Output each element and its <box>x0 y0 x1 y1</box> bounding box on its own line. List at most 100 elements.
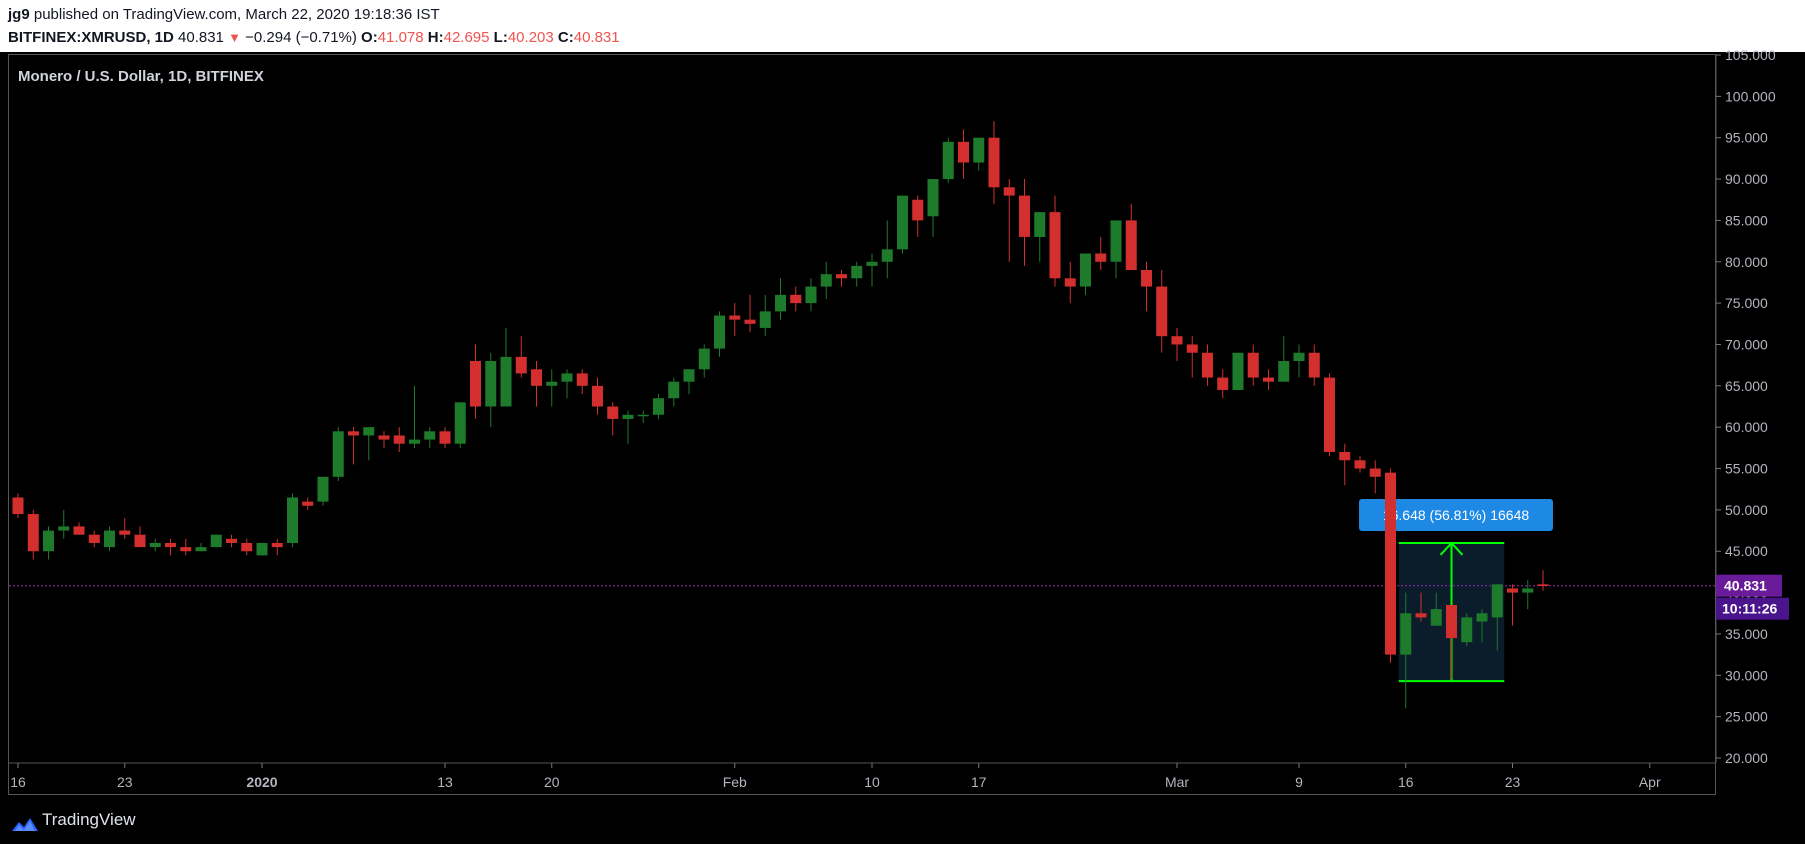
candle-body[interactable] <box>698 348 710 370</box>
candle-body[interactable] <box>1156 286 1168 337</box>
candle-body[interactable] <box>165 542 176 548</box>
candle-body[interactable] <box>104 530 115 548</box>
candle-body[interactable] <box>317 476 329 502</box>
candle-body[interactable] <box>1507 588 1518 593</box>
candle-body[interactable] <box>210 534 222 548</box>
candle-body[interactable] <box>820 274 832 287</box>
candle-body[interactable] <box>393 435 405 444</box>
candle-body[interactable] <box>1125 220 1137 271</box>
candle-body[interactable] <box>149 542 161 548</box>
candle-body[interactable] <box>409 439 420 444</box>
candle-body[interactable] <box>653 398 664 415</box>
author-name[interactable]: jg9 <box>8 6 30 23</box>
candle-body[interactable] <box>485 361 497 407</box>
candle-body[interactable] <box>73 526 85 535</box>
candle-body[interactable] <box>1263 377 1274 382</box>
candle-body[interactable] <box>119 530 131 535</box>
candle-body[interactable] <box>668 381 680 399</box>
candle-body[interactable] <box>1522 588 1534 593</box>
candle-body[interactable] <box>1034 212 1046 237</box>
candle-body[interactable] <box>88 534 100 543</box>
candle-body[interactable] <box>1430 609 1442 626</box>
candle-body[interactable] <box>241 542 253 552</box>
candle-body[interactable] <box>866 261 878 266</box>
candle-body[interactable] <box>927 179 939 217</box>
candle-body[interactable] <box>1247 352 1259 378</box>
price-chart[interactable]: Monero / U.S. Dollar, 1D, BITFINEX 16.64… <box>0 0 1805 798</box>
candle-body[interactable] <box>744 319 756 324</box>
symbol-label[interactable]: BITFINEX:XMRUSD, 1D <box>8 29 174 46</box>
candle-body[interactable] <box>1186 344 1198 353</box>
candle-body[interactable] <box>546 381 558 386</box>
candle-body[interactable] <box>1476 613 1488 622</box>
candle-body[interactable] <box>500 356 512 407</box>
candle-body[interactable] <box>1095 253 1107 262</box>
candle-body[interactable] <box>1202 352 1213 378</box>
candle-body[interactable] <box>1385 472 1396 655</box>
candle-body[interactable] <box>805 286 817 304</box>
candle-body[interactable] <box>271 542 283 548</box>
candle-body[interactable] <box>1537 584 1549 586</box>
candle-body[interactable] <box>439 431 451 444</box>
candle-body[interactable] <box>851 265 863 279</box>
candle-body[interactable] <box>1278 361 1290 382</box>
candle-body[interactable] <box>1141 270 1152 287</box>
candle-body[interactable] <box>302 501 314 506</box>
candle-body[interactable] <box>332 431 344 477</box>
candle-body[interactable] <box>454 402 466 444</box>
candle-body[interactable] <box>1064 278 1076 287</box>
candle-body[interactable] <box>1293 352 1305 362</box>
candle-body[interactable] <box>561 373 573 382</box>
candle-body[interactable] <box>363 427 375 436</box>
candle-body[interactable] <box>1049 212 1061 279</box>
candle-body[interactable] <box>1369 468 1381 477</box>
candle-body[interactable] <box>729 315 741 320</box>
candle-body[interactable] <box>942 141 954 180</box>
candle-body[interactable] <box>226 538 237 543</box>
candle-body[interactable] <box>1217 377 1229 390</box>
candle-body[interactable] <box>348 431 359 436</box>
candle-body[interactable] <box>1003 187 1015 196</box>
candle-body[interactable] <box>424 431 436 440</box>
candle-body[interactable] <box>988 137 1000 188</box>
candle-body[interactable] <box>592 385 603 407</box>
candle-body[interactable] <box>1400 613 1412 655</box>
candle-body[interactable] <box>881 249 893 262</box>
candle-body[interactable] <box>775 294 786 312</box>
candle-body[interactable] <box>622 414 634 419</box>
candle-body[interactable] <box>470 361 481 407</box>
candle-body[interactable] <box>973 137 985 163</box>
candle-body[interactable] <box>12 497 24 515</box>
candle-body[interactable] <box>256 542 268 556</box>
candle-body[interactable] <box>1354 460 1366 469</box>
candle-body[interactable] <box>27 514 39 552</box>
candle-body[interactable] <box>1171 336 1183 345</box>
candle-body[interactable] <box>1308 352 1320 378</box>
candle-body[interactable] <box>195 547 207 552</box>
candle-body[interactable] <box>836 274 847 279</box>
candle-body[interactable] <box>1491 584 1503 618</box>
candle-body[interactable] <box>1232 352 1244 390</box>
candle-body[interactable] <box>1339 451 1351 461</box>
candle-body[interactable] <box>515 356 527 374</box>
candle-body[interactable] <box>714 315 725 349</box>
candle-body[interactable] <box>1080 253 1091 287</box>
candle-body[interactable] <box>912 199 924 221</box>
candle-body[interactable] <box>576 373 588 386</box>
candle-body[interactable] <box>378 435 390 440</box>
candle-body[interactable] <box>958 141 969 163</box>
candle-body[interactable] <box>287 497 298 543</box>
candle-body[interactable] <box>683 369 695 382</box>
candle-body[interactable] <box>43 530 54 552</box>
candle-body[interactable] <box>531 369 542 386</box>
candle-body[interactable] <box>1446 604 1457 639</box>
candle-body[interactable] <box>58 526 70 531</box>
candle-body[interactable] <box>1324 377 1335 452</box>
candle-body[interactable] <box>1461 617 1473 643</box>
candle-body[interactable] <box>134 534 146 548</box>
tradingview-brand[interactable]: TradingView <box>42 810 136 829</box>
candle-body[interactable] <box>180 547 192 552</box>
candle-body[interactable] <box>759 311 771 328</box>
candle-body[interactable] <box>1415 613 1427 618</box>
candle-body[interactable] <box>897 195 908 250</box>
